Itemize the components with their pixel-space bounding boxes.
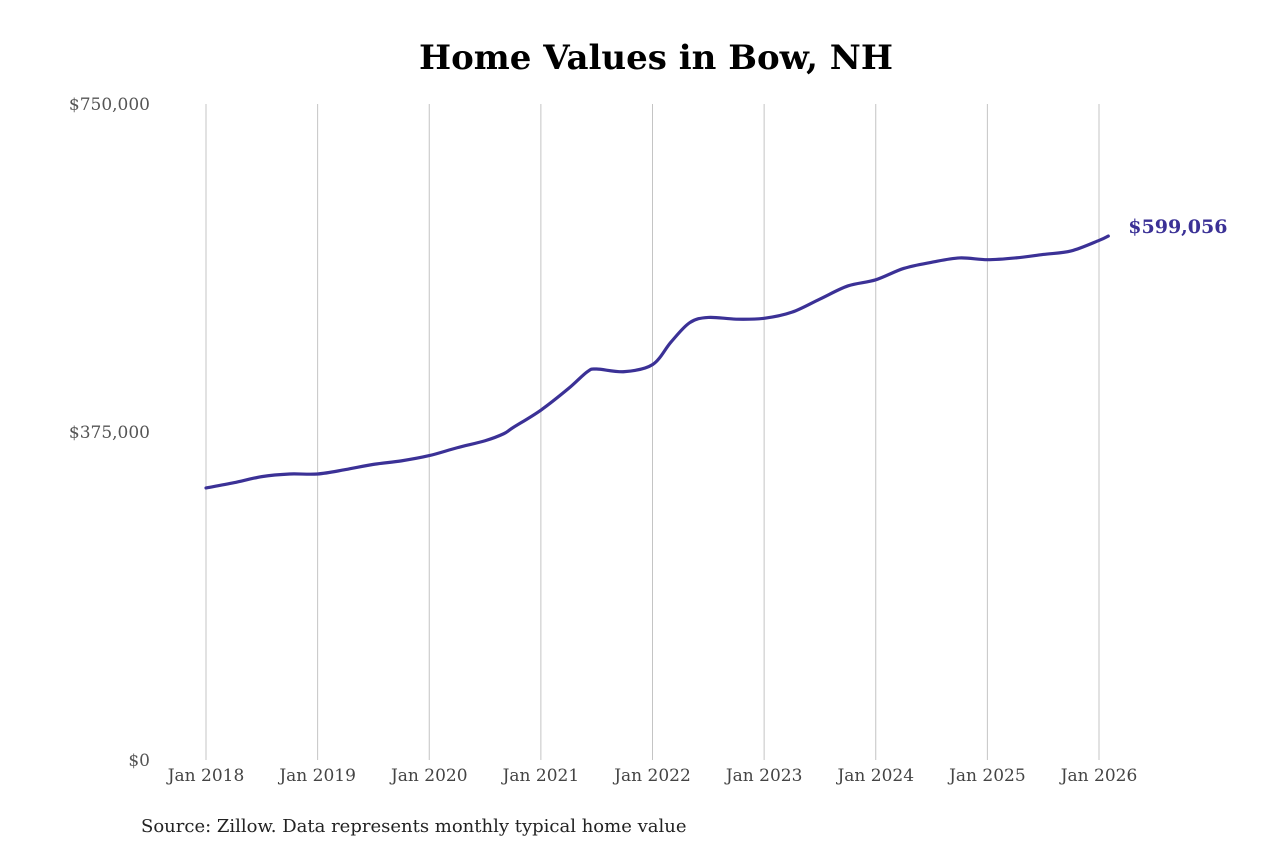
y-tick-label: $750,000: [69, 95, 150, 115]
x-tick-label: Jan 2020: [389, 766, 468, 786]
source-note: Source: Zillow. Data represents monthly …: [141, 816, 687, 837]
x-tick-label: Jan 2023: [724, 766, 803, 786]
y-tick-label: $0: [128, 751, 150, 771]
x-tick-label: Jan 2018: [166, 766, 245, 786]
x-tick-label: Jan 2022: [612, 766, 691, 786]
x-tick-label: Jan 2025: [947, 766, 1026, 786]
chart-title: Home Values in Bow, NH: [418, 38, 894, 78]
x-tick-label: Jan 2019: [277, 766, 356, 786]
x-tick-label: Jan 2026: [1059, 766, 1138, 786]
series-group: $599,056: [204, 216, 1227, 490]
end-value-label: $599,056: [1128, 216, 1227, 238]
x-axis: Jan 2018 Jan 2019 Jan 2020 Jan 2021 Jan 2022…: [166, 766, 1138, 786]
x-tick-label: Jan 2024: [835, 766, 914, 786]
x-tick-label: Jan 2021: [501, 766, 580, 786]
y-axis: $0 $375,000 $750,000: [69, 95, 150, 771]
series-line: [204, 234, 1110, 490]
gridlines: [205, 104, 1100, 760]
y-tick-label: $375,000: [69, 423, 150, 443]
